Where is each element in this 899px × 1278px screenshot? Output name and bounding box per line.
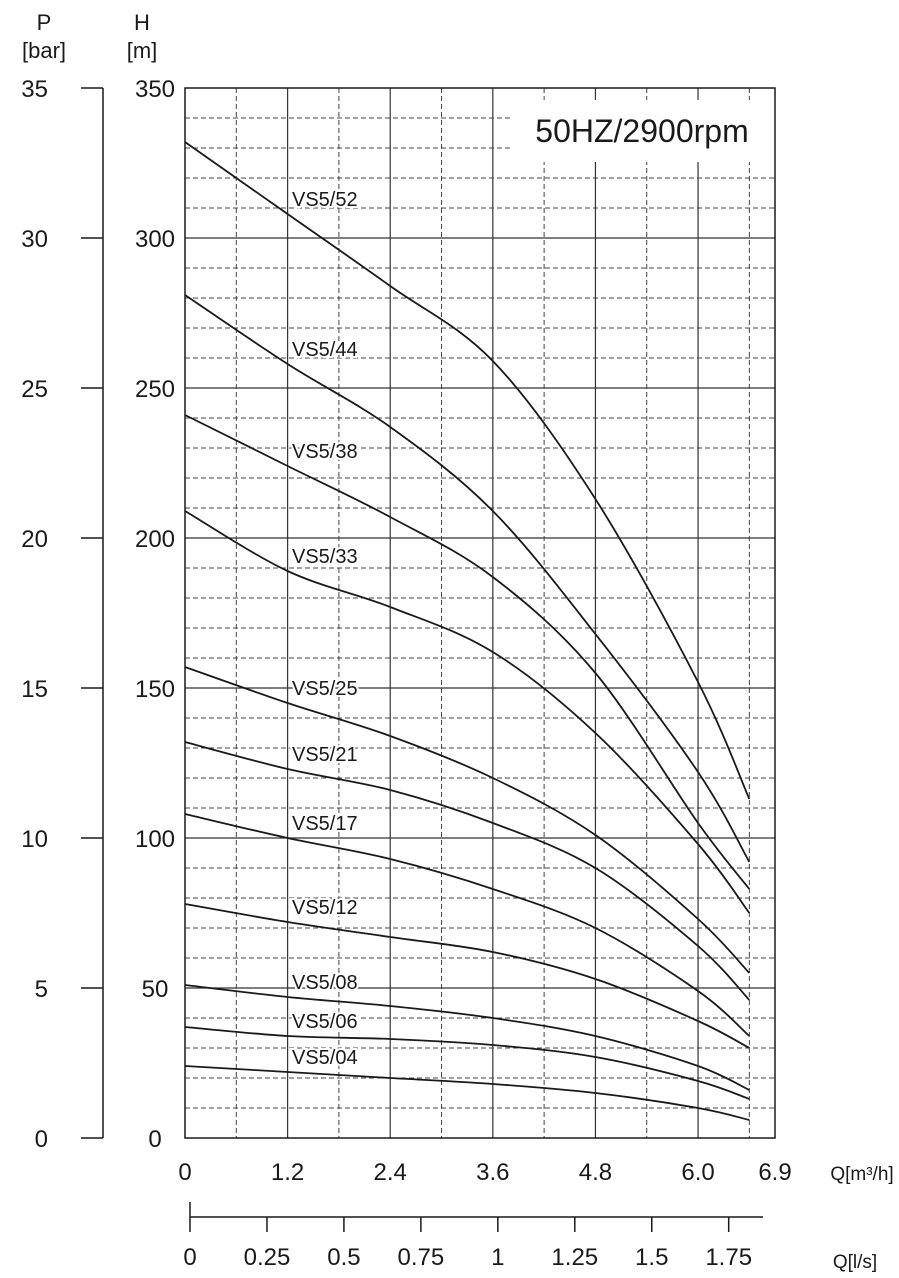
q-ls-tick-label: 1 xyxy=(491,1244,504,1271)
series-labels: VS5/52 VS5/44 VS5/38 VS5/33 VS5/25 VS5/21 VS5/… xyxy=(290,187,360,1071)
h-tick-label: 150 xyxy=(135,676,175,703)
h-tick-label: 200 xyxy=(135,526,175,553)
series-curve-vs5-04 xyxy=(184,1065,750,1121)
series-label: VS5/06 xyxy=(292,1011,358,1033)
series-label: VS5/38 xyxy=(292,441,358,463)
q-m3h-tick-label: 0 xyxy=(178,1159,191,1186)
series-curve-vs5-25 xyxy=(184,666,750,974)
p-axis-unit: [bar] xyxy=(22,38,66,63)
q-m3h-tick-label: 4.8 xyxy=(579,1159,612,1186)
series-curve-vs5-17 xyxy=(184,813,750,1037)
q-m3h-tick-label: 6.0 xyxy=(681,1159,714,1186)
p-tick-label: 30 xyxy=(21,226,48,253)
h-tick-label: 0 xyxy=(148,1126,161,1153)
p-tick-label: 35 xyxy=(21,76,48,103)
series-label: VS5/25 xyxy=(292,678,358,700)
p-tick-label: 25 xyxy=(21,376,48,403)
series-label: VS5/17 xyxy=(292,813,358,835)
series-label: VS5/08 xyxy=(292,972,358,994)
h-axis-title: H xyxy=(134,10,150,35)
q-m3h-tick-label: 1.2 xyxy=(271,1159,304,1186)
series-curve-vs5-21 xyxy=(184,741,750,1001)
h-tick-label: 300 xyxy=(135,226,175,253)
series-curve-vs5-08 xyxy=(184,984,750,1091)
q-m3h-axis-label: Q[m³/h] xyxy=(830,1164,893,1185)
series-curve-vs5-06 xyxy=(184,1026,750,1100)
series-curves xyxy=(184,141,751,1121)
q-ls-tick-label: 0 xyxy=(183,1244,196,1271)
q-ls-tick-label: 1.25 xyxy=(551,1244,598,1271)
h-tick-label: 350 xyxy=(135,76,175,103)
q-ls-tick-label: 0.25 xyxy=(244,1244,291,1271)
q-m3h-tick-label: 3.6 xyxy=(476,1159,509,1186)
series-label: VS5/21 xyxy=(292,744,358,766)
series-curve-vs5-44 xyxy=(184,294,751,863)
h-axis-unit: [m] xyxy=(127,38,158,63)
series-curve-vs5-52 xyxy=(184,141,751,800)
p-axis-title: P xyxy=(37,10,52,35)
h-tick-label: 250 xyxy=(135,376,175,403)
p-tick-label: 15 xyxy=(21,676,48,703)
q-m3h-tick-label: 6.9 xyxy=(758,1159,791,1186)
axes: 05101520253035P[bar]05010015020025030035… xyxy=(21,10,893,1273)
title-box xyxy=(512,100,774,162)
series-curve-vs5-38 xyxy=(184,414,751,890)
q-ls-tick-label: 1.75 xyxy=(705,1244,752,1271)
h-tick-label: 100 xyxy=(135,826,175,853)
chart-title: 50HZ/2900rpm xyxy=(535,113,748,149)
q-m3h-tick-label: 2.4 xyxy=(374,1159,407,1186)
p-tick-label: 5 xyxy=(35,976,48,1003)
q-ls-tick-label: 0.75 xyxy=(398,1244,445,1271)
series-label: VS5/52 xyxy=(292,189,358,211)
p-tick-label: 10 xyxy=(21,826,48,853)
plot-border xyxy=(184,87,776,1139)
q-ls-tick-label: 1.5 xyxy=(635,1244,668,1271)
series-label: VS5/12 xyxy=(292,897,358,919)
p-tick-label: 0 xyxy=(35,1126,48,1153)
q-ls-axis-label: Q[l/s] xyxy=(833,1252,877,1273)
q-ls-tick-label: 0.5 xyxy=(327,1244,360,1271)
series-curve-vs5-12 xyxy=(184,903,750,1049)
series-label: VS5/44 xyxy=(292,339,358,361)
series-curve-vs5-33 xyxy=(184,510,751,914)
series-label: VS5/33 xyxy=(292,546,358,568)
h-tick-label: 50 xyxy=(142,976,169,1003)
series-label: VS5/04 xyxy=(292,1047,358,1069)
p-tick-label: 20 xyxy=(21,526,48,553)
